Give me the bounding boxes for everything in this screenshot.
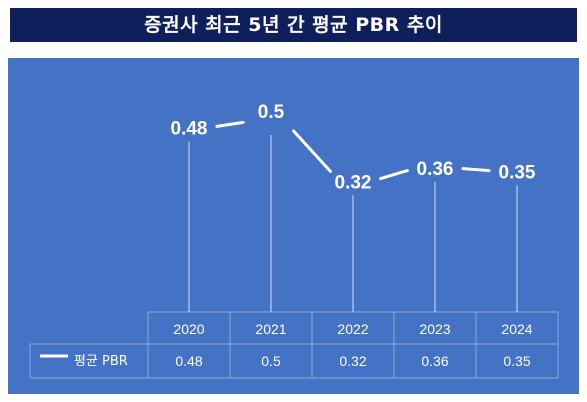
series-segment-2022-2023 bbox=[379, 169, 409, 181]
table-value-2021: 0.5 bbox=[261, 353, 281, 369]
data-table: 2020 2021 2022 2023 2024 평균 PBR 0.48 0.5 0.32 0.3… bbox=[29, 311, 559, 379]
data-label-2020: 0.48 bbox=[171, 119, 208, 140]
table-value-2023: 0.36 bbox=[421, 353, 448, 369]
data-labels: 0.48 0.5 0.32 0.36 0.35 bbox=[171, 102, 536, 193]
drop-lines bbox=[188, 135, 518, 312]
table-value-2020: 0.48 bbox=[175, 353, 202, 369]
series-line-group bbox=[215, 120, 491, 181]
category-label-2022: 2022 bbox=[337, 321, 368, 337]
category-label-2023: 2023 bbox=[419, 321, 450, 337]
category-label-2021: 2021 bbox=[255, 321, 286, 337]
chart-area: 0.48 0.5 0.32 0.36 0.35 2020 2021 2022 2023 2024… bbox=[8, 58, 579, 394]
data-label-2022: 0.32 bbox=[335, 172, 372, 193]
series-segment-2023-2024 bbox=[461, 167, 491, 173]
series-segment-2020-2021 bbox=[215, 120, 245, 128]
data-label-2023: 0.36 bbox=[417, 159, 454, 180]
table-value-2022: 0.32 bbox=[339, 353, 366, 369]
data-label-2021: 0.5 bbox=[258, 102, 285, 123]
category-label-2024: 2024 bbox=[501, 321, 532, 337]
series-segment-2021-2022 bbox=[292, 129, 332, 173]
chart-title: 증권사 최근 5년 간 평균 PBR 추이 bbox=[10, 8, 577, 42]
table-value-2024: 0.35 bbox=[503, 353, 530, 369]
legend-series-name: 평균 PBR bbox=[74, 354, 128, 369]
data-label-2024: 0.35 bbox=[499, 162, 536, 183]
category-label-2020: 2020 bbox=[173, 321, 204, 337]
